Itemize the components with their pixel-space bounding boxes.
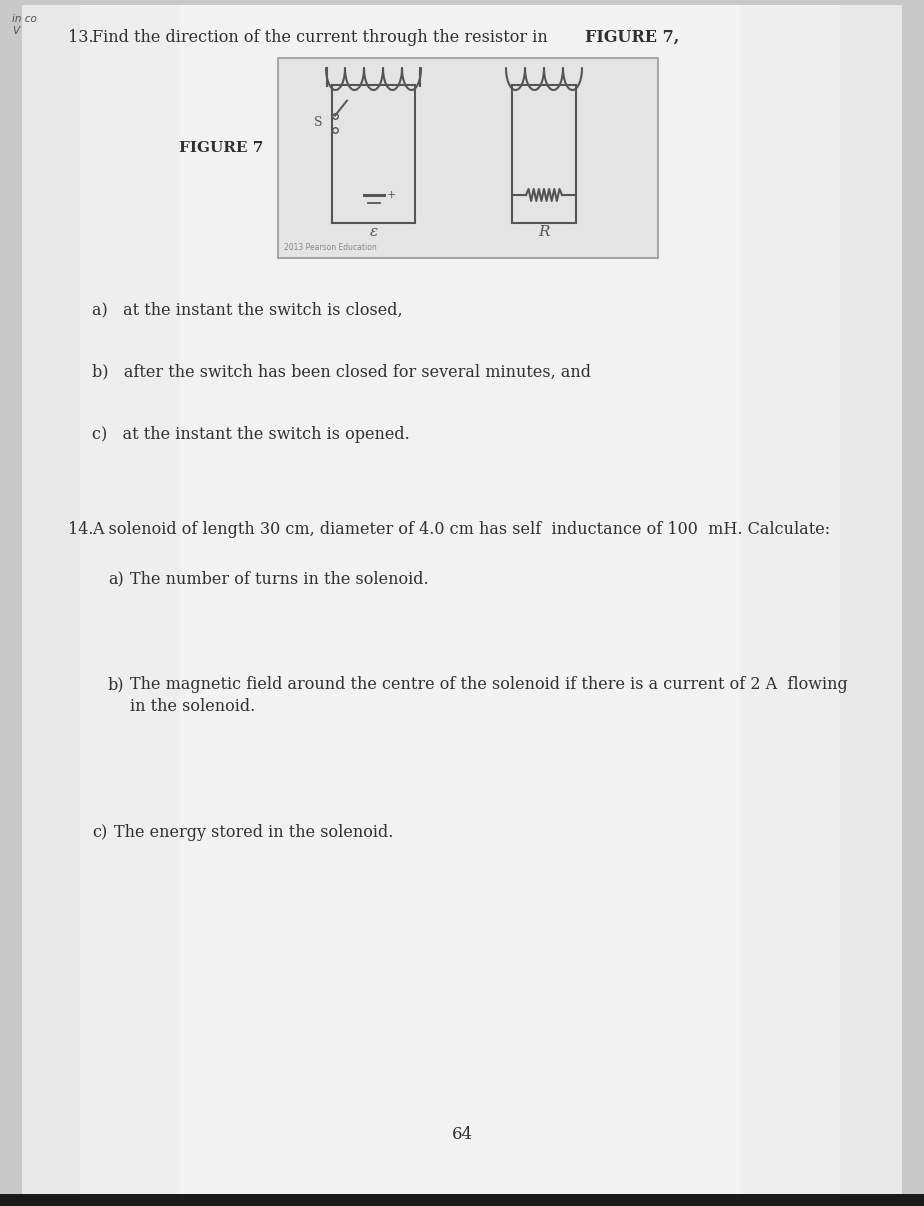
- Text: V: V: [12, 27, 19, 36]
- Text: c)   at the instant the switch is opened.: c) at the instant the switch is opened.: [92, 426, 409, 443]
- Text: b)   after the switch has been closed for several minutes, and: b) after the switch has been closed for …: [92, 363, 591, 380]
- Text: FIGURE 7,: FIGURE 7,: [585, 29, 679, 46]
- Text: A solenoid of length 30 cm, diameter of 4.0 cm has self  inductance of 100  mH. : A solenoid of length 30 cm, diameter of …: [92, 521, 830, 538]
- Bar: [180, 5, 740, 1201]
- Text: The number of turns in the solenoid.: The number of turns in the solenoid.: [130, 570, 429, 589]
- Bar: [80, 5, 840, 1201]
- Text: ε: ε: [370, 226, 378, 239]
- Text: b): b): [108, 677, 125, 693]
- Text: a): a): [108, 570, 124, 589]
- Text: 64: 64: [452, 1126, 472, 1143]
- Bar: [278, 58, 658, 258]
- Text: 14.: 14.: [68, 521, 93, 538]
- Text: 2013 Pearson Education: 2013 Pearson Education: [284, 242, 377, 252]
- Text: 13.: 13.: [68, 29, 93, 46]
- Text: Find the direction of the current through the resistor in: Find the direction of the current throug…: [92, 29, 553, 46]
- Text: in co: in co: [12, 14, 37, 24]
- Bar: [0, 1194, 924, 1206]
- Text: The energy stored in the solenoid.: The energy stored in the solenoid.: [114, 824, 394, 841]
- Text: R: R: [539, 226, 550, 239]
- Text: The magnetic field around the centre of the solenoid if there is a current of 2 : The magnetic field around the centre of …: [130, 677, 847, 693]
- Text: a)   at the instant the switch is closed,: a) at the instant the switch is closed,: [92, 302, 403, 318]
- Text: S: S: [314, 116, 322, 129]
- Text: +: +: [386, 191, 395, 200]
- Text: FIGURE 7: FIGURE 7: [178, 141, 263, 156]
- Text: c): c): [92, 824, 107, 841]
- Text: in the solenoid.: in the solenoid.: [130, 698, 255, 715]
